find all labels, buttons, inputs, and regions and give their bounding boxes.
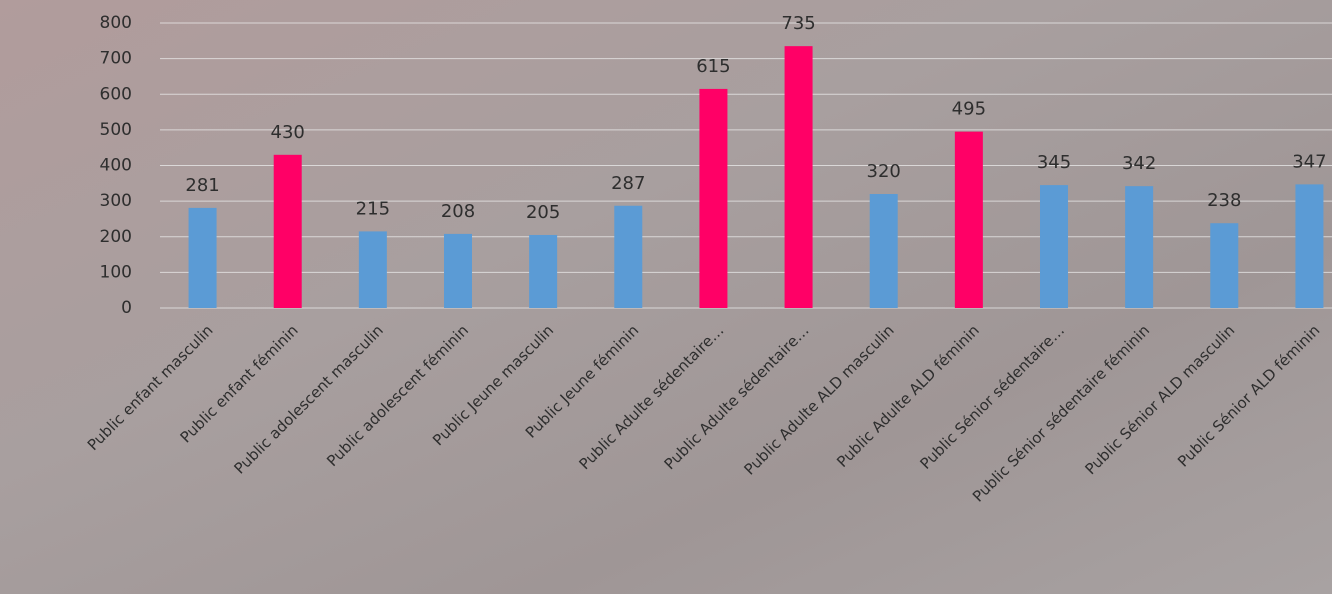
value-label: 215 bbox=[356, 198, 390, 219]
y-tick-label: 800 bbox=[100, 13, 132, 33]
bar bbox=[699, 88, 728, 308]
value-label: 205 bbox=[526, 202, 560, 223]
value-label: 735 bbox=[781, 13, 815, 34]
y-tick-label: 300 bbox=[100, 191, 132, 211]
value-label: 495 bbox=[952, 99, 986, 120]
bar bbox=[1210, 223, 1239, 308]
value-label: 208 bbox=[441, 201, 475, 222]
bar bbox=[358, 231, 387, 308]
bar bbox=[1125, 186, 1154, 308]
bar bbox=[273, 154, 302, 308]
value-label: 615 bbox=[696, 56, 730, 77]
value-label: 238 bbox=[1207, 190, 1241, 211]
bar bbox=[444, 233, 472, 308]
bar bbox=[529, 234, 558, 308]
bar bbox=[784, 46, 813, 308]
value-label: 281 bbox=[185, 175, 219, 196]
value-label: 345 bbox=[1037, 152, 1071, 173]
y-tick-label: 700 bbox=[100, 49, 132, 69]
value-label: 347 bbox=[1292, 151, 1326, 172]
value-label: 430 bbox=[271, 122, 305, 143]
bar bbox=[614, 205, 643, 308]
value-label: 287 bbox=[611, 173, 645, 194]
value-label: 342 bbox=[1122, 153, 1156, 174]
y-tick-label: 500 bbox=[100, 120, 132, 140]
y-tick-label: 400 bbox=[100, 156, 132, 176]
bar bbox=[1040, 185, 1068, 308]
bar bbox=[1295, 184, 1324, 308]
value-label: 320 bbox=[867, 161, 901, 182]
y-tick-label: 200 bbox=[100, 227, 132, 247]
y-tick-label: 0 bbox=[121, 298, 132, 318]
bar bbox=[188, 207, 217, 308]
y-tick-label: 100 bbox=[100, 262, 132, 282]
y-tick-label: 600 bbox=[100, 84, 132, 104]
bar bbox=[954, 131, 983, 308]
bar bbox=[869, 194, 898, 308]
